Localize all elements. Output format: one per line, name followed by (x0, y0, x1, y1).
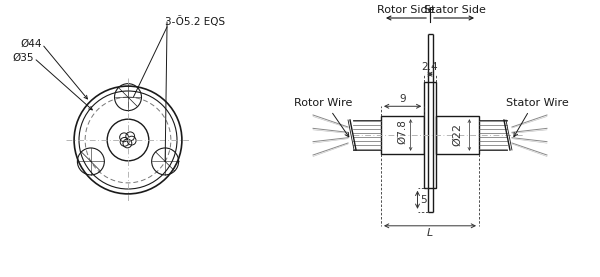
Text: Ø7.8: Ø7.8 (398, 120, 407, 144)
Text: Ø44: Ø44 (20, 39, 41, 49)
Text: 9: 9 (400, 94, 406, 104)
Text: Rotor Wire: Rotor Wire (294, 98, 352, 108)
Text: Stator Wire: Stator Wire (506, 98, 568, 108)
Bar (381, 116, 424, 154)
Text: 2.4: 2.4 (422, 62, 439, 72)
Text: Rotor Side: Rotor Side (377, 5, 434, 15)
Text: L: L (427, 228, 433, 238)
Bar (424, 82, 436, 188)
Text: Ø35: Ø35 (12, 53, 34, 63)
Text: Ø22: Ø22 (452, 124, 463, 147)
Bar (436, 116, 479, 154)
Text: 5: 5 (421, 195, 427, 205)
Text: 3-Õ5.2 EQS: 3-Õ5.2 EQS (165, 17, 225, 27)
Text: Stator Side: Stator Side (424, 5, 485, 15)
